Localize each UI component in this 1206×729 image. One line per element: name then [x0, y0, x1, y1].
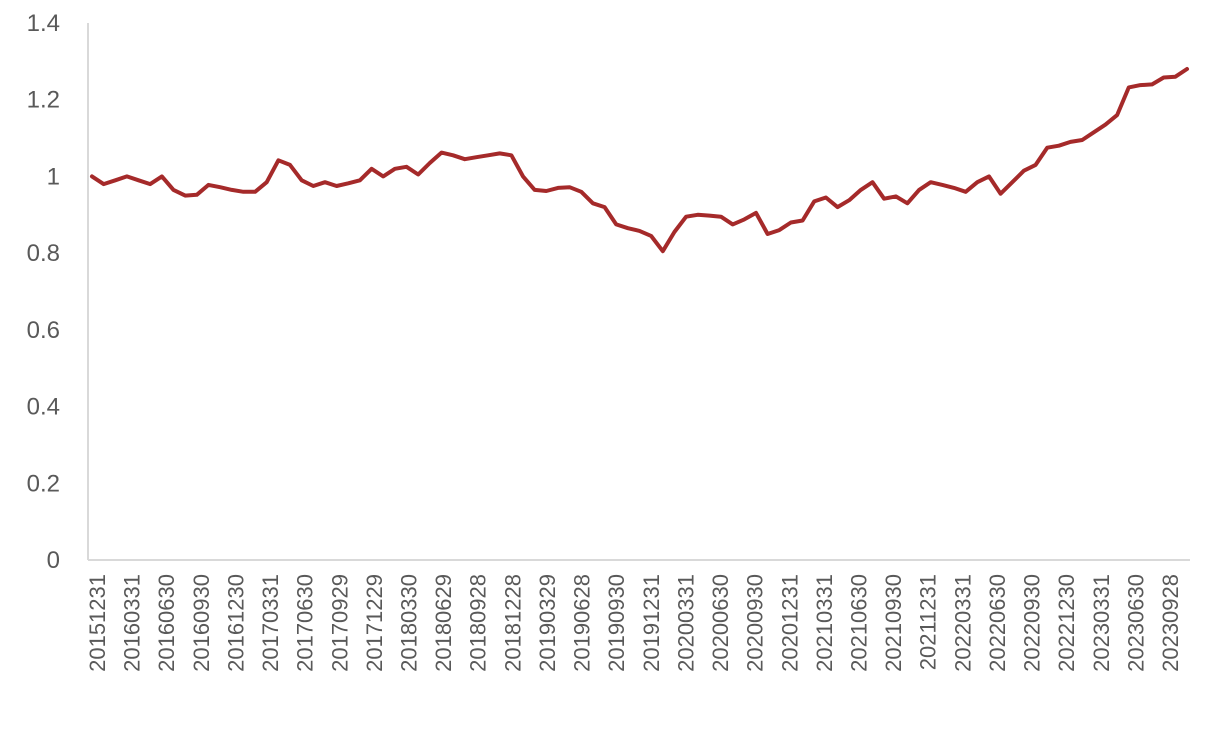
x-tick-label: 20170331 [258, 574, 283, 672]
x-tick-label: 20151231 [85, 574, 110, 672]
x-tick-label: 20170929 [327, 574, 352, 672]
x-axis-ticks: 20151231 20160331 20160630 20160930 20161230… [85, 574, 1183, 672]
x-tick-label: 20160930 [189, 574, 214, 672]
x-tick-label: 20161230 [223, 574, 248, 672]
x-tick-label: 20190329 [535, 574, 560, 672]
x-tick-label: 20160331 [120, 574, 145, 672]
x-tick-label: 20180330 [397, 574, 422, 672]
y-tick-label: 0.4 [27, 394, 60, 421]
x-tick-label: 20190628 [570, 574, 595, 672]
y-axis-ticks: 0 0.2 0.4 0.6 0.8 1 1.2 1.4 [27, 10, 60, 574]
x-tick-label: 20230331 [1089, 574, 1114, 672]
x-tick-label: 20170630 [293, 574, 318, 672]
x-tick-label: 20220930 [1020, 574, 1045, 672]
x-tick-label: 20220331 [950, 574, 975, 672]
x-tick-label: 20210630 [846, 574, 871, 672]
y-tick-label: 1.2 [27, 87, 60, 114]
y-tick-label: 0.6 [27, 317, 60, 344]
y-tick-label: 0.2 [27, 470, 60, 497]
x-tick-label: 20211231 [916, 574, 941, 670]
y-tick-label: 0.8 [27, 240, 60, 267]
x-tick-label: 20201231 [777, 574, 802, 672]
x-tick-label: 20200630 [708, 574, 733, 672]
x-tick-label: 20180629 [431, 574, 456, 672]
y-tick-label: 1 [47, 163, 60, 190]
x-tick-label: 20210331 [812, 574, 837, 672]
x-tick-label: 20200331 [673, 574, 698, 672]
x-tick-label: 20180928 [466, 574, 491, 672]
x-tick-label: 20171229 [362, 574, 387, 672]
x-tick-label: 20190930 [604, 574, 629, 672]
x-tick-label: 20230928 [1158, 574, 1183, 672]
y-tick-label: 1.4 [27, 10, 60, 37]
x-tick-label: 20220630 [985, 574, 1010, 672]
x-tick-label: 20160630 [154, 574, 179, 672]
series-points [90, 67, 1189, 253]
x-tick-label: 20191231 [639, 574, 664, 672]
x-tick-label: 20221230 [1054, 574, 1079, 672]
series-line [90, 67, 1189, 254]
x-tick-label: 20210930 [881, 574, 906, 672]
x-tick-label: 20181228 [500, 574, 525, 672]
y-tick-label: 0 [47, 547, 60, 574]
x-tick-label: 20230630 [1123, 574, 1148, 672]
x-tick-label: 20200930 [743, 574, 768, 672]
